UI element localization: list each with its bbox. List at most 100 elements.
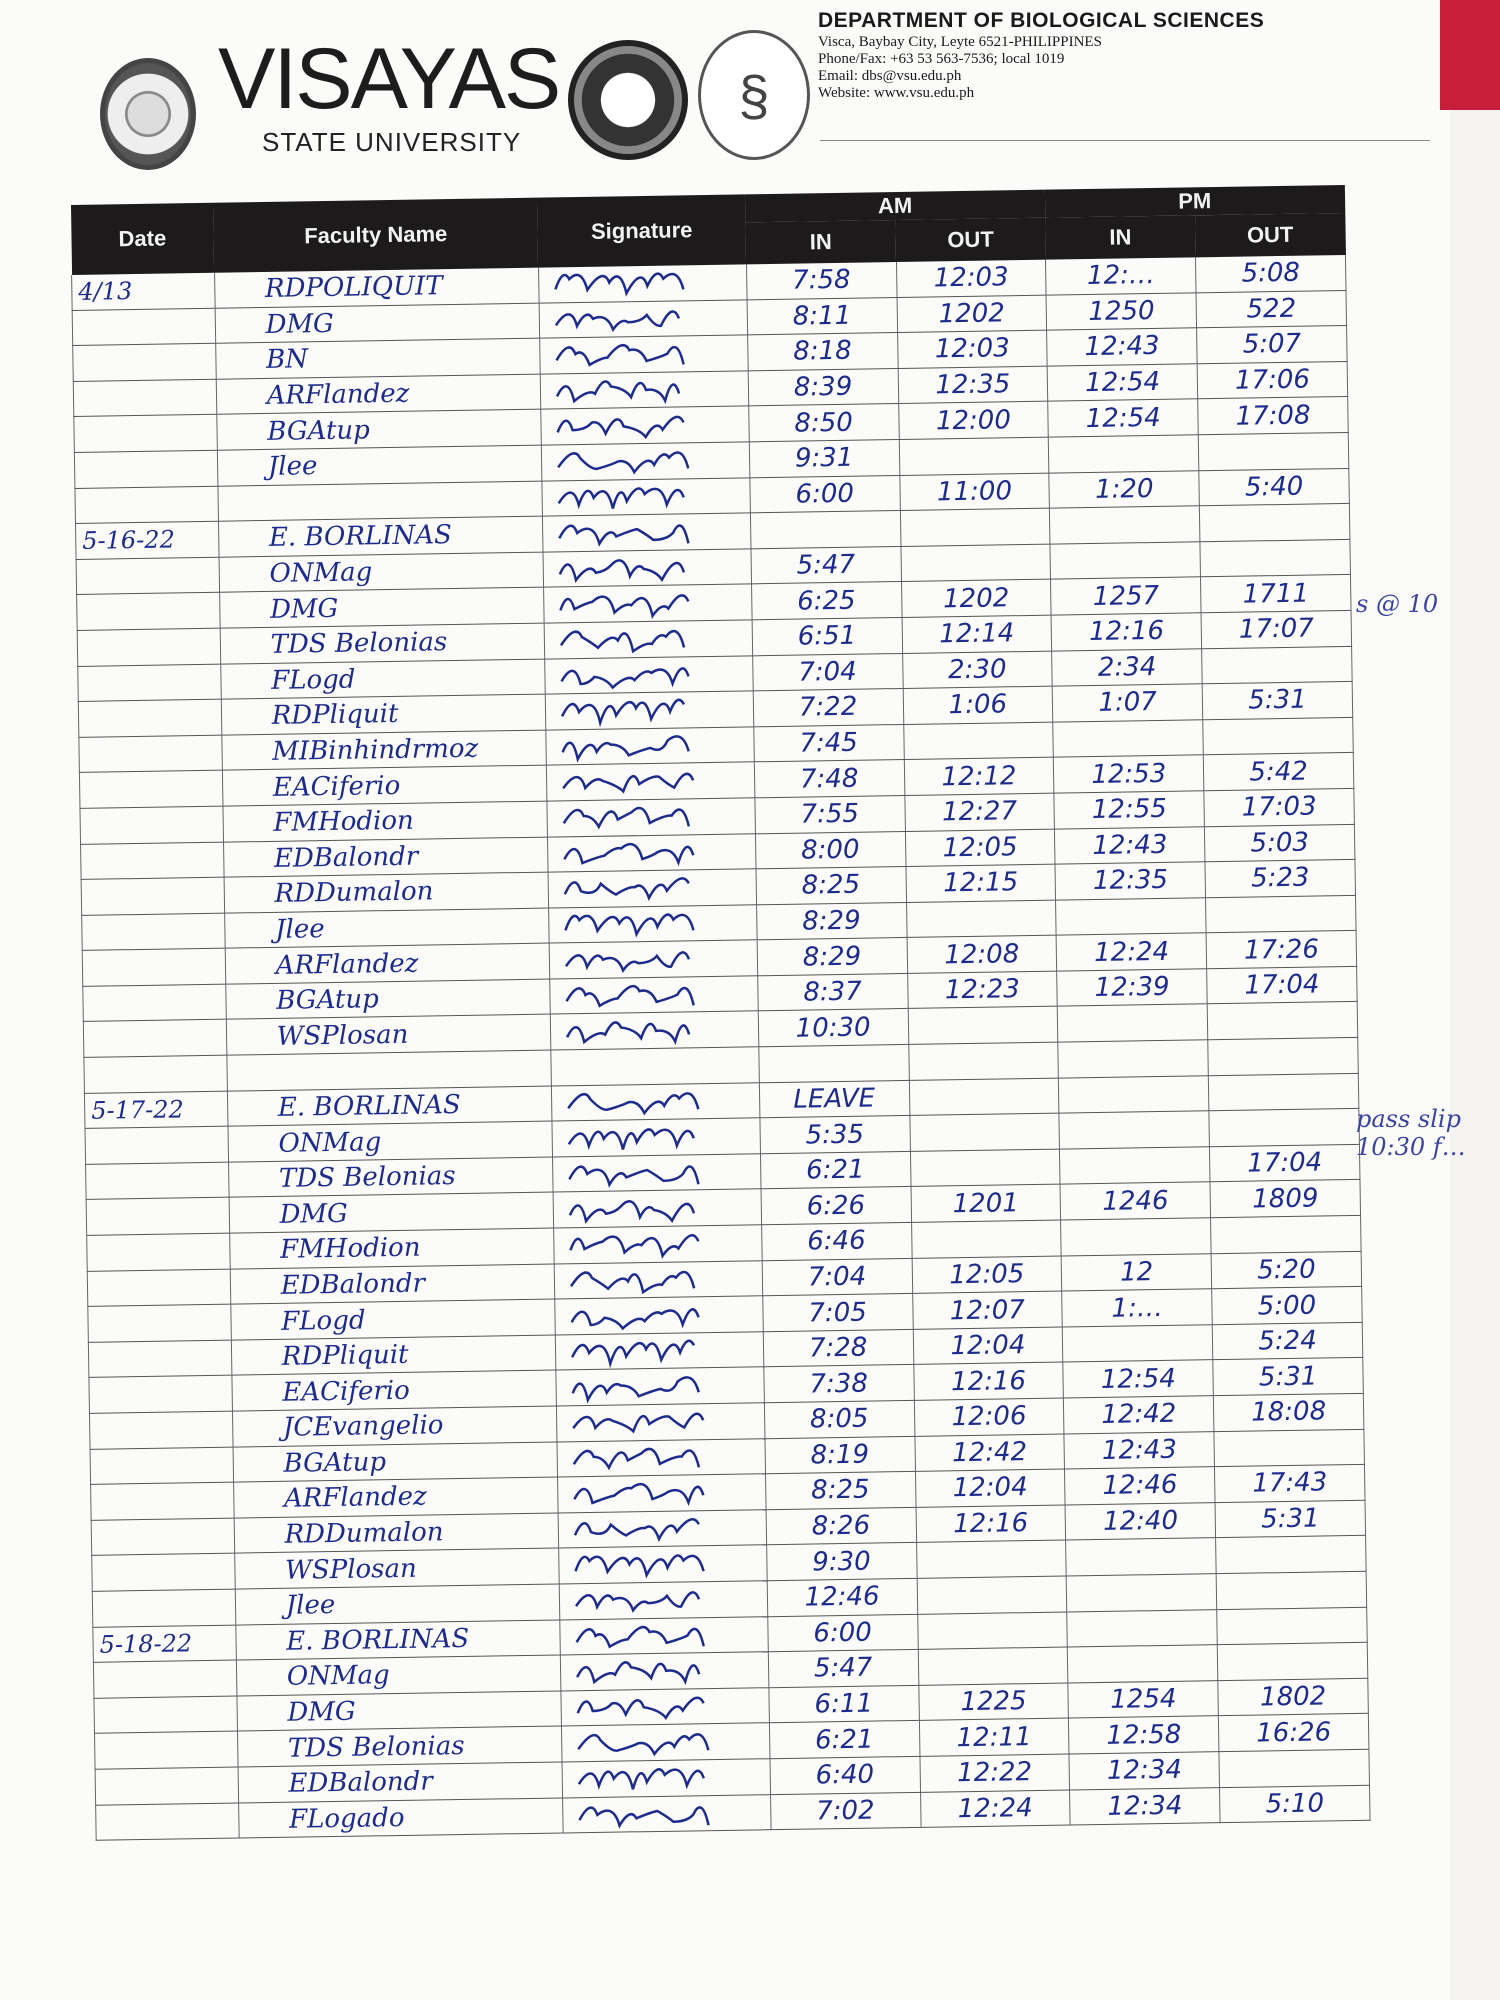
table-row: EDBalondr 7:04 12:05 12 5:20 <box>87 1250 1362 1307</box>
pm-in-cell: 12:34 <box>1069 1751 1220 1790</box>
signature-scribble <box>573 1518 700 1543</box>
am-in-cell: 9:31 <box>748 439 900 478</box>
col-am-out: OUT <box>895 217 1046 263</box>
am-in-cell: 8:19 <box>764 1435 915 1474</box>
faculty-name-cell: RDPOLIQUIT <box>214 267 539 308</box>
pm-in-cell: 12:54 <box>1048 399 1199 438</box>
faculty-name-cell: FLogd <box>230 1299 556 1340</box>
date-cell: 5-18-22 <box>92 1624 237 1663</box>
pm-out-cell: 5:31 <box>1215 1500 1366 1539</box>
am-in-cell: 7:45 <box>753 724 904 763</box>
pm-out-cell: 5:07 <box>1196 325 1348 364</box>
pm-out-cell: 1802 <box>1217 1678 1369 1716</box>
faculty-name-cell: Jlee <box>234 1583 560 1625</box>
pm-out-cell: 1711 <box>1200 574 1352 613</box>
am-out-cell <box>916 1540 1067 1579</box>
signature-scribble <box>561 735 690 763</box>
faculty-name-cell: EDBalondr <box>229 1263 555 1305</box>
table-row: RDPliquit 7:28 12:04 5:24 <box>88 1322 1363 1378</box>
pm-in-cell <box>1059 1146 1211 1185</box>
table-row: BN 8:18 12:03 12:43 5:07 <box>72 325 1348 382</box>
am-out-cell <box>906 899 1057 938</box>
am-out-cell: 12:23 <box>907 970 1058 1009</box>
col-signature: Signature <box>537 194 747 268</box>
signature-cell <box>552 1153 761 1193</box>
am-out-cell <box>917 1611 1068 1650</box>
department-info: DEPARTMENT OF BIOLOGICAL SCIENCES Visca,… <box>818 8 1264 102</box>
table-row: BGAtup 8:50 12:00 12:54 17:08 <box>73 396 1349 453</box>
faculty-name-cell: EACiferio <box>231 1370 557 1412</box>
date-cell <box>93 1695 238 1734</box>
table-row: ONMag 5:47 <box>76 539 1351 595</box>
am-out-cell: 12:14 <box>901 615 1052 654</box>
pm-in-cell: 12 <box>1061 1253 1212 1292</box>
faculty-name-cell: DMG <box>228 1192 554 1234</box>
faculty-name-cell: BGAtup <box>216 409 542 451</box>
signature-scribble <box>562 807 690 830</box>
table-row: ONMag 5:47 <box>93 1642 1368 1699</box>
date-cell <box>76 592 220 631</box>
signature-cell <box>538 264 747 303</box>
signature-scribble <box>567 1092 700 1116</box>
signature-cell <box>559 1616 769 1656</box>
signature-scribble <box>559 593 690 619</box>
pm-in-cell: 12:53 <box>1053 755 1204 794</box>
am-in-cell: 7:58 <box>746 262 897 300</box>
am-in-cell: 7:22 <box>752 688 904 727</box>
pm-in-cell: 12:24 <box>1056 933 1207 971</box>
faculty-name-cell: ARFlandez <box>233 1477 558 1518</box>
am-out-cell: 12:16 <box>915 1504 1066 1543</box>
faculty-name-cell: ONMag <box>218 551 544 593</box>
table-row: RDPliquit 7:22 1:06 1:07 5:31 <box>78 681 1353 738</box>
signature-scribble <box>567 1127 695 1150</box>
faculty-name-cell: BGAtup <box>232 1441 558 1483</box>
pm-out-cell <box>1208 1108 1360 1147</box>
signature-scribble <box>572 1447 700 1471</box>
pm-out-cell <box>1214 1428 1365 1467</box>
pm-out-cell: 16:26 <box>1218 1713 1369 1752</box>
signature-cell <box>554 1295 763 1335</box>
table-row: Jlee 9:31 <box>74 432 1349 489</box>
table-row: EDBalondr 6:40 12:22 12:34 <box>95 1749 1370 1805</box>
faculty-name-cell: TDS Belonias <box>228 1156 553 1198</box>
am-in-cell: 8:50 <box>748 403 899 442</box>
pm-in-cell: 12:42 <box>1063 1395 1215 1434</box>
signature-scribble <box>553 272 685 298</box>
signature-cell <box>555 1367 765 1407</box>
pm-in-cell <box>1060 1217 1212 1256</box>
am-out-cell: 12:04 <box>912 1326 1064 1365</box>
am-out-cell: 12:03 <box>895 259 1047 298</box>
date-cell <box>76 556 220 595</box>
pm-out-cell <box>1210 1215 1362 1254</box>
am-in-cell: 8:26 <box>765 1507 917 1546</box>
signature-cell <box>542 548 752 588</box>
date-cell <box>79 770 223 809</box>
pm-in-cell: 12:43 <box>1046 328 1198 366</box>
am-out-cell <box>898 437 1050 476</box>
pm-in-cell <box>1048 434 1199 473</box>
pm-out-cell: 522 <box>1196 290 1347 329</box>
signature-scribble <box>557 487 685 510</box>
am-in-cell: 8:05 <box>764 1400 915 1439</box>
faculty-name-cell: RDPliquit <box>231 1334 556 1376</box>
am-in-cell: 8:37 <box>757 973 908 1012</box>
am-out-cell: 1225 <box>918 1682 1069 1721</box>
pm-out-cell <box>1200 539 1351 578</box>
pm-in-cell <box>1058 1039 1209 1078</box>
pm-out-cell <box>1217 1642 1368 1681</box>
pm-out-cell: 17:03 <box>1203 788 1355 827</box>
header-divider <box>820 140 1430 141</box>
faculty-name-cell: Jlee <box>224 907 549 949</box>
pm-out-cell: 18:08 <box>1213 1393 1364 1432</box>
signature-cell <box>552 1189 762 1229</box>
table-row: WSPlosan 9:30 <box>91 1535 1367 1592</box>
date-cell <box>87 1268 231 1307</box>
signature-scribble <box>577 1768 705 1791</box>
faculty-name-cell: TDS Belonias <box>219 623 545 664</box>
pm-out-cell: 17:08 <box>1197 396 1349 435</box>
date-cell <box>88 1339 232 1378</box>
faculty-name-cell: JCEvangelio <box>232 1406 557 1447</box>
date-cell: 5-16-22 <box>75 521 219 560</box>
date-cell <box>74 450 218 489</box>
department-name: DEPARTMENT OF BIOLOGICAL SCIENCES <box>818 9 1265 32</box>
